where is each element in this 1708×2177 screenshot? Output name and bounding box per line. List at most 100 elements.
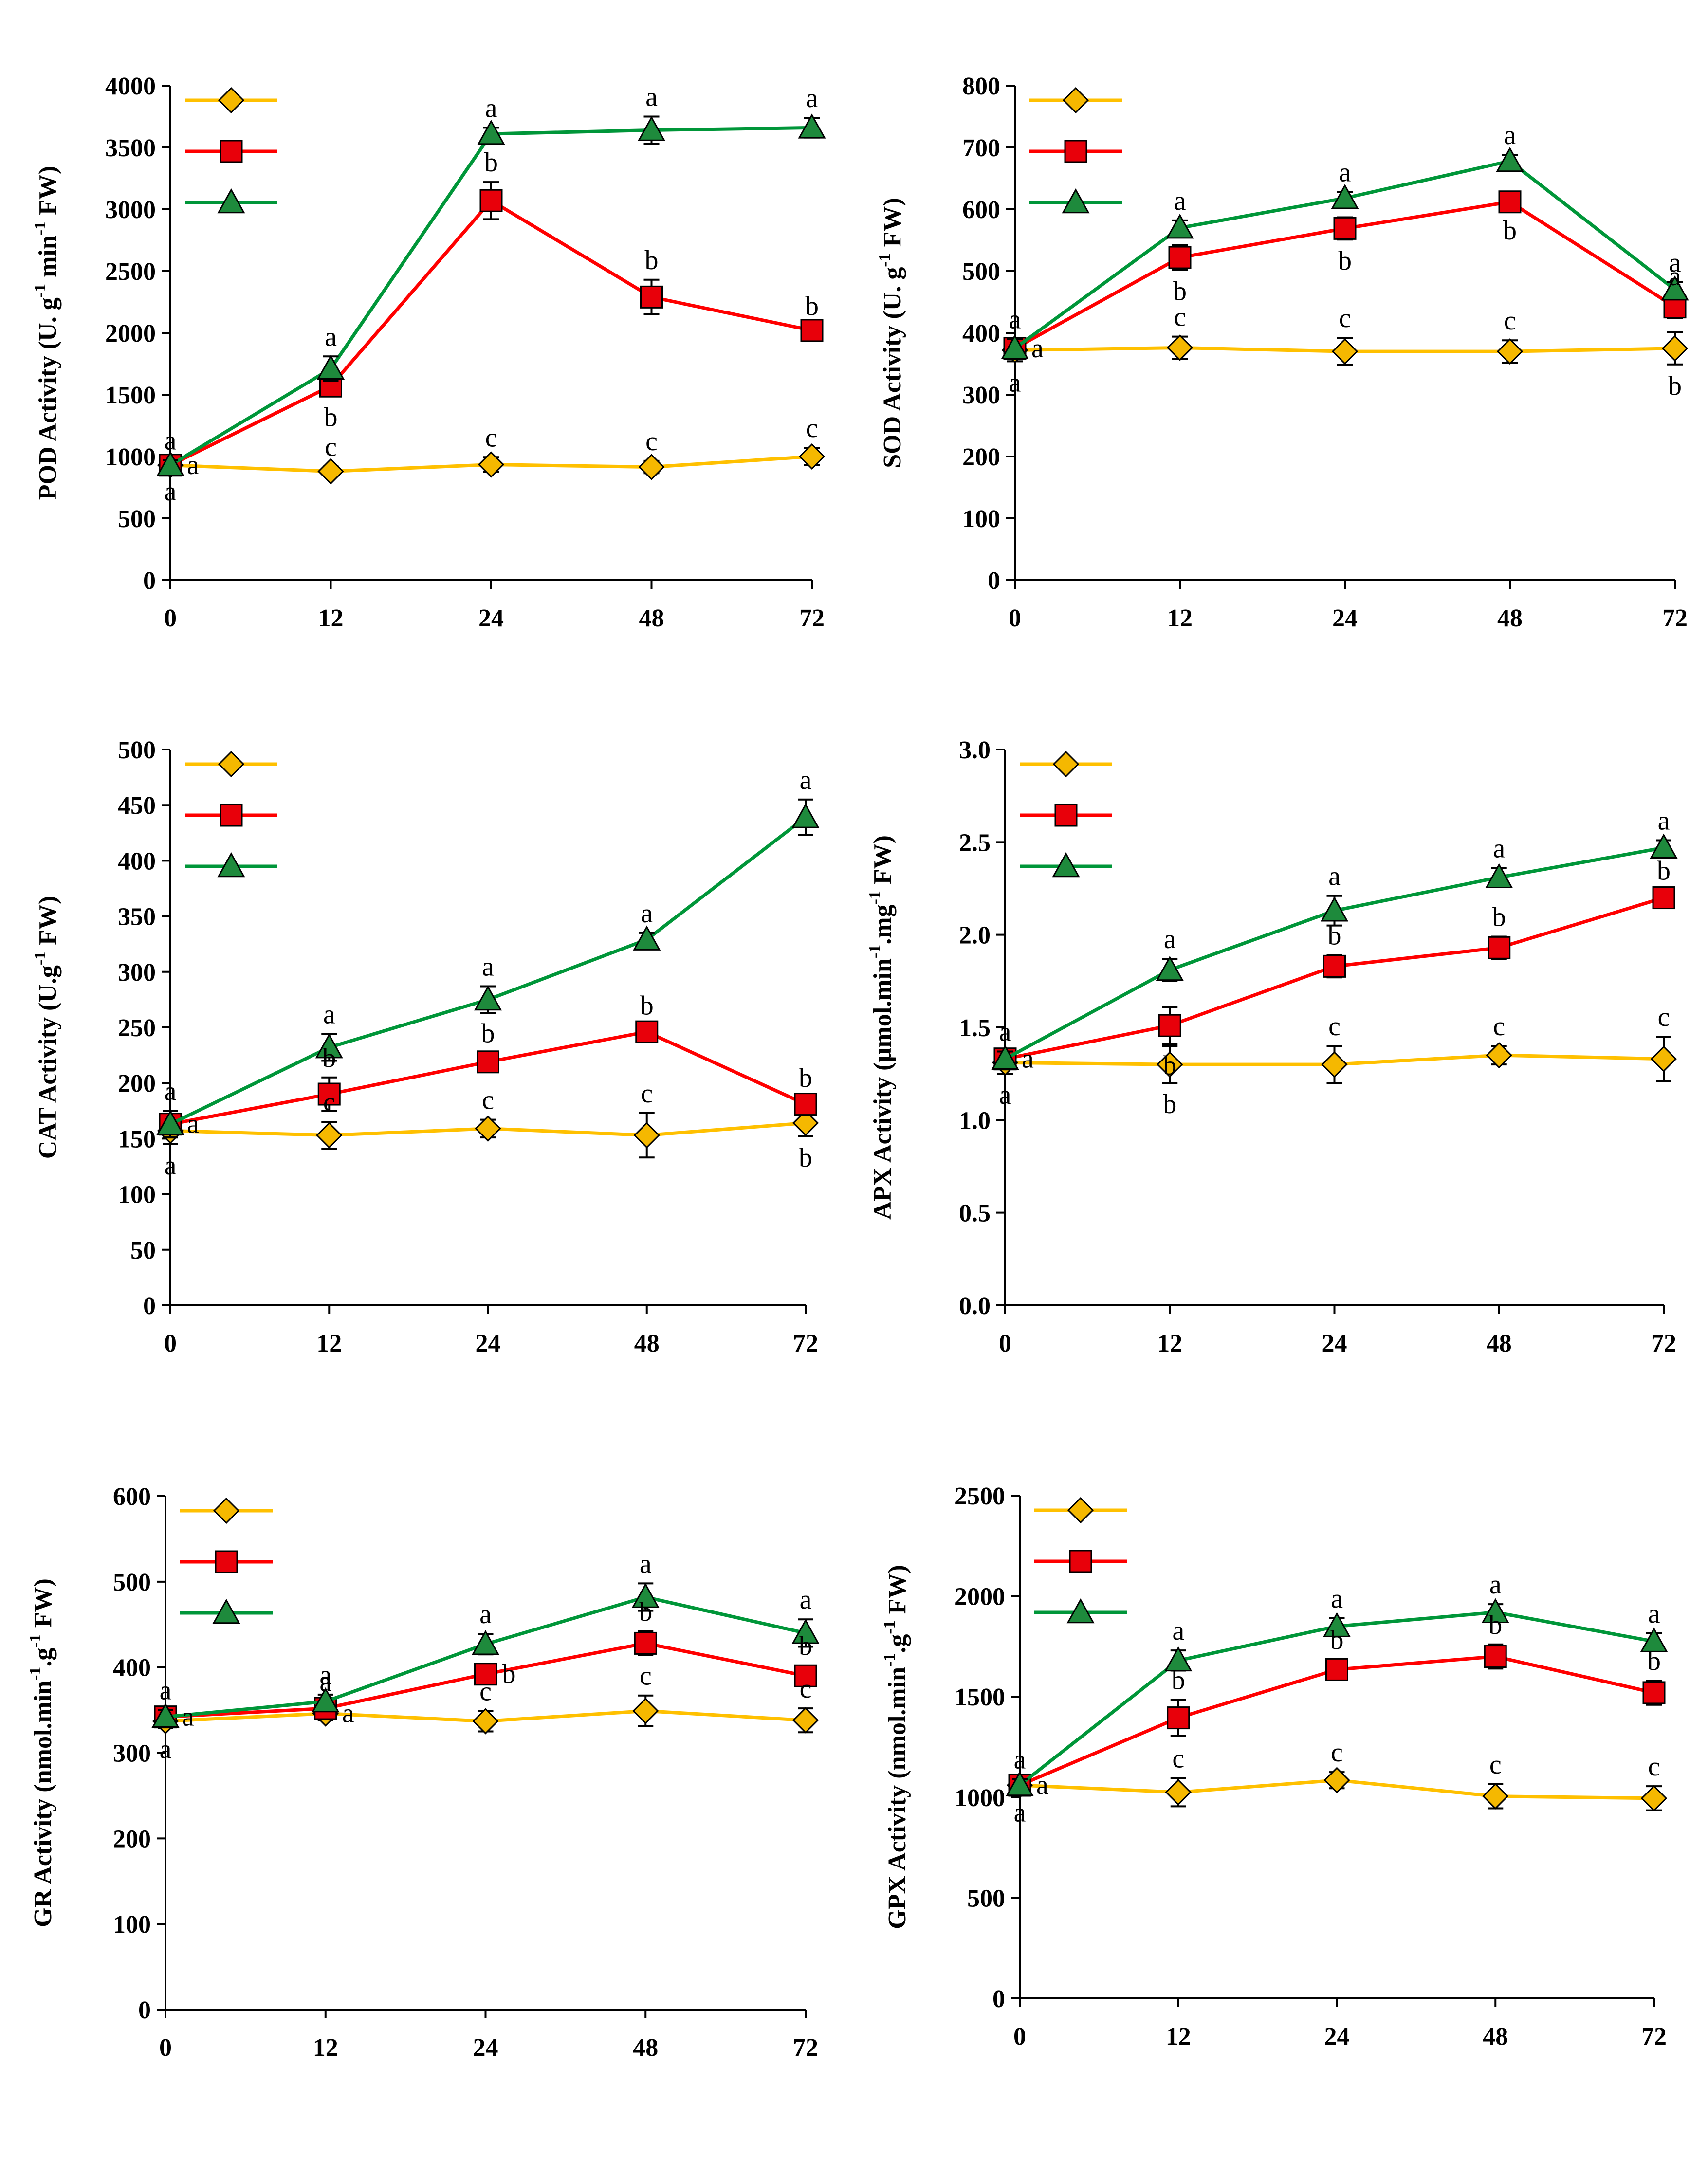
data-point-square [1167, 1706, 1190, 1730]
significance-letter: b [1492, 902, 1506, 932]
legend-marker-diamond [218, 750, 245, 778]
significance-letter: a [1031, 333, 1044, 364]
series-ck [1006, 1767, 1668, 1811]
legend-entry-drought [185, 804, 277, 827]
data-point-triangle [1166, 214, 1194, 239]
legend-marker-square [1069, 1550, 1092, 1573]
legend-marker-square [215, 1550, 238, 1573]
y-tick-label: 150 [118, 1125, 156, 1153]
legend-entry-drought [1034, 1550, 1127, 1573]
significance-letter: c [1493, 1011, 1505, 1042]
y-tick-label: 2500 [105, 258, 156, 286]
data-point-diamond [792, 1707, 819, 1734]
x-tick-label: 24 [1324, 2023, 1350, 2050]
data-point-triangle [1650, 833, 1678, 859]
x-tick-label: 48 [633, 2034, 658, 2062]
significance-letter: a [319, 1667, 331, 1697]
y-axis-title-superscript: -1 [31, 951, 49, 965]
significance-letter: a [641, 898, 653, 929]
significance-letter: b [1163, 1050, 1176, 1080]
y-tick-label: 800 [962, 73, 1000, 100]
x-tick-label: 48 [634, 1330, 660, 1357]
x-tick-label: 24 [476, 1330, 501, 1357]
x-tick-label: 48 [1487, 1330, 1512, 1357]
significance-letter: a [1164, 924, 1176, 954]
legend-entry-drought [1029, 140, 1122, 163]
data-point-diamond [638, 454, 665, 480]
data-point-triangle [156, 1110, 184, 1135]
x-tick-label: 12 [316, 1330, 342, 1357]
legend-marker-triangle [1062, 188, 1090, 214]
significance-letter: b [799, 1063, 812, 1093]
data-point-square [1333, 217, 1357, 240]
y-axis-title: GPX Activity (nmol.min-1.g-1 FW) [881, 1565, 911, 1929]
y-tick-label: 500 [113, 1569, 151, 1596]
data-point-diamond [1661, 335, 1689, 362]
significance-letter: a [1009, 305, 1021, 335]
data-point-diamond [633, 1122, 660, 1149]
legend-marker-triangle [1052, 852, 1080, 878]
y-tick-label: 200 [962, 443, 1000, 471]
y-tick-label: 0.5 [959, 1200, 991, 1227]
significance-letter: a [1658, 806, 1670, 836]
significance-letter: c [325, 432, 337, 462]
y-axis-title-part: .g [29, 1648, 57, 1667]
data-point-triangle [631, 1583, 660, 1608]
legend-entry-drought-ca [1029, 188, 1122, 214]
significance-letter: a [319, 1660, 331, 1690]
data-point-diamond [632, 1698, 659, 1724]
x-tick-label: 24 [1322, 1330, 1347, 1357]
chart-panel-e: 0 100 200 300 400 500 600 0 12 24 48 72 GR Activity … [26, 1483, 820, 2062]
y-tick-label: 0.0 [959, 1292, 991, 1320]
significance-letter: a [1036, 1770, 1048, 1800]
legend-entry-drought [185, 140, 277, 163]
y-tick-label: 500 [967, 1884, 1005, 1912]
significance-letter: a [640, 1549, 652, 1579]
significance-letter: a [1669, 261, 1681, 292]
data-point-triangle [151, 1702, 180, 1728]
significance-letter: a [187, 1109, 199, 1139]
y-axis-title: APX Activity (µmol.min-1.mg-1 FW) [866, 835, 897, 1220]
data-point-diamond [798, 443, 826, 470]
data-point-square [477, 1050, 499, 1074]
y-axis-title-part: FW) [879, 198, 906, 253]
significance-letter: c [323, 1087, 335, 1117]
legend-entry-ck [1034, 1497, 1127, 1524]
significance-letter: a [806, 83, 818, 113]
data-point-triangle [1156, 955, 1184, 981]
data-point-triangle [1496, 146, 1524, 172]
legend-entry-drought-ca [1020, 852, 1112, 878]
significance-letter: a [1009, 367, 1021, 398]
data-point-square [635, 1020, 659, 1043]
y-tick-label: 3000 [105, 196, 156, 224]
legend-marker-square [1064, 140, 1087, 163]
x-tick-label: 24 [478, 604, 504, 632]
legend-marker-square [220, 804, 243, 827]
data-point-diamond [1157, 1051, 1183, 1078]
significance-letter: a [323, 1000, 335, 1030]
significance-letter: b [1488, 1610, 1502, 1640]
y-axis-title-part: FW) [34, 896, 62, 951]
legend-entry-ck [1029, 87, 1122, 114]
data-point-triangle [637, 116, 666, 141]
data-point-diamond [792, 1110, 819, 1136]
data-point-triangle [633, 925, 661, 951]
significance-letter: a [165, 476, 177, 507]
y-axis-title-part: CAT Activity (U.g [34, 965, 62, 1159]
y-axis-title-superscript: -1 [876, 253, 894, 267]
significance-letter: a [800, 765, 812, 795]
data-point-triangle [1164, 1646, 1193, 1672]
significance-letter: a [479, 1599, 492, 1629]
significance-letter: a [160, 1676, 172, 1706]
data-point-square [634, 1631, 657, 1655]
legend-marker-diamond [213, 1497, 240, 1524]
y-tick-label: 2000 [955, 1583, 1005, 1611]
y-tick-label: 2500 [955, 1482, 1005, 1510]
data-point-diamond [1486, 1042, 1512, 1069]
significance-letter: c [1339, 303, 1351, 333]
x-tick-label: 12 [1167, 604, 1193, 632]
significance-letter: c [1174, 302, 1186, 332]
significance-letter: a [165, 426, 177, 456]
data-point-square [1488, 936, 1511, 959]
legend-marker-triangle [212, 1598, 240, 1624]
